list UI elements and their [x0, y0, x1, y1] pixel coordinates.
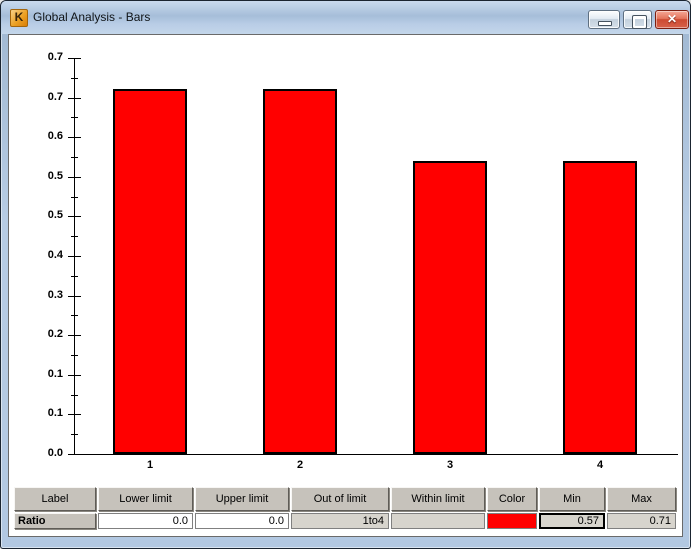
x-tick-label: 3: [446, 459, 454, 471]
y-axis-tick: [71, 157, 78, 158]
y-axis-tick: [68, 335, 81, 336]
bar: [263, 89, 337, 454]
x-tick-label: 2: [296, 459, 304, 471]
y-axis-tick: [71, 434, 78, 435]
column-header-lower-limit[interactable]: Lower limit: [98, 487, 193, 511]
y-axis-tick: [68, 296, 81, 297]
color-swatch-cell[interactable]: [487, 513, 537, 529]
lower-limit-cell[interactable]: 0.0: [98, 513, 193, 529]
min-cell[interactable]: 0.57: [539, 513, 605, 529]
y-axis-tick: [68, 256, 81, 257]
y-axis-tick: [71, 117, 78, 118]
y-axis-tick: [71, 276, 78, 277]
y-tick-label: 0.6: [47, 130, 63, 142]
bar: [413, 161, 487, 454]
y-axis-tick: [68, 216, 81, 217]
within-limit-cell[interactable]: [391, 513, 485, 529]
max-cell[interactable]: 0.71: [607, 513, 676, 529]
y-tick-label: 0.1: [47, 368, 63, 380]
bar: [563, 161, 637, 454]
y-tick-label: 0.2: [47, 328, 63, 340]
y-tick-label: 0.4: [47, 249, 63, 261]
y-axis-tick: [68, 98, 81, 99]
y-tick-label: 0.0: [47, 447, 63, 459]
table-header-row: Label Lower limit Upper limit Out of lim…: [14, 487, 676, 511]
y-axis-tick: [71, 78, 78, 79]
y-axis-tick: [71, 236, 78, 237]
y-axis-tick: [68, 414, 81, 415]
x-tick-label: 4: [596, 459, 604, 471]
x-tick-label: 1: [146, 459, 154, 471]
y-axis-tick: [68, 177, 81, 178]
y-tick-label: 0.7: [47, 51, 63, 63]
y-tick-label: 0.5: [47, 209, 63, 221]
column-header-out-of-limit[interactable]: Out of limit: [291, 487, 389, 511]
y-axis-tick: [71, 315, 78, 316]
y-tick-label: 0.1: [47, 407, 63, 419]
chart-panel: 0.7 0.7 0.6 0.5 0.5 0.4 0.3 0.2 0.1 0.1 0.0 1 2 3 4 La…: [8, 34, 683, 537]
minimize-icon: [598, 21, 612, 26]
maximize-button[interactable]: [623, 10, 652, 29]
y-tick-label: 0.7: [47, 91, 63, 103]
close-button[interactable]: ✕: [655, 10, 689, 29]
minimize-button[interactable]: [588, 10, 620, 29]
window-titlebar[interactable]: K Global Analysis - Bars ✕: [1, 1, 690, 34]
bar: [113, 89, 187, 454]
close-icon: ✕: [666, 12, 678, 26]
column-header-min[interactable]: Min: [539, 487, 605, 511]
y-axis-tick: [71, 395, 78, 396]
column-header-color[interactable]: Color: [487, 487, 537, 511]
column-header-within-limit[interactable]: Within limit: [391, 487, 485, 511]
y-tick-label: 0.3: [47, 289, 63, 301]
y-axis-tick: [68, 375, 81, 376]
x-axis-line: [74, 454, 678, 455]
y-axis-tick: [71, 355, 78, 356]
upper-limit-cell[interactable]: 0.0: [195, 513, 289, 529]
out-of-limit-cell[interactable]: 1to4: [291, 513, 389, 529]
maximize-icon: [631, 15, 647, 29]
table-row: Ratio 0.0 0.0 1to4 0.57 0.71: [14, 513, 676, 529]
y-axis-tick: [71, 197, 78, 198]
y-axis-tick: [68, 454, 81, 455]
column-header-max[interactable]: Max: [607, 487, 676, 511]
window-title: Global Analysis - Bars: [33, 10, 151, 24]
y-axis-tick: [68, 58, 81, 59]
app-logo-icon: K: [10, 9, 28, 27]
y-tick-label: 0.5: [47, 170, 63, 182]
row-header-ratio[interactable]: Ratio: [14, 513, 96, 529]
column-header-upper-limit[interactable]: Upper limit: [195, 487, 289, 511]
limits-table: Label Lower limit Upper limit Out of lim…: [12, 485, 678, 531]
y-axis-tick: [68, 137, 81, 138]
column-header-label[interactable]: Label: [14, 487, 96, 511]
